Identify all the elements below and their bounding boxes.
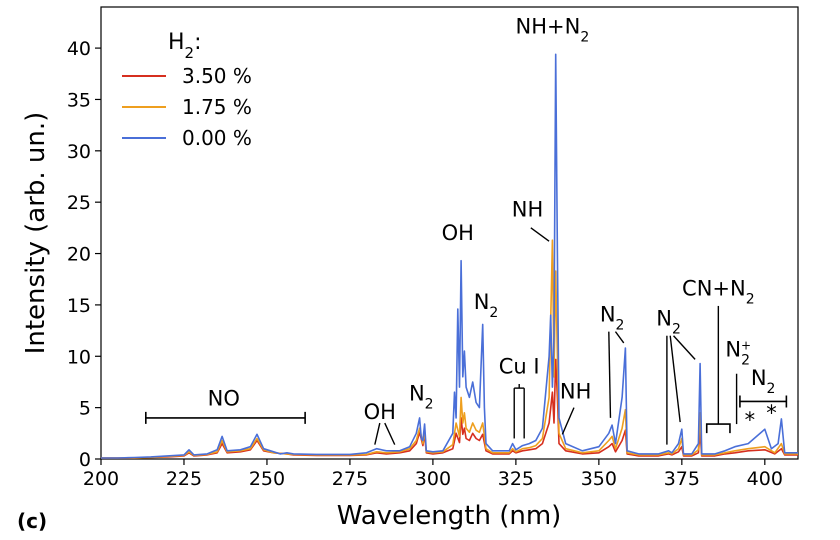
pointer-nh-340-line bbox=[561, 407, 575, 435]
annotation-nh-331: NH bbox=[512, 198, 544, 222]
x-tick-label-350: 350 bbox=[581, 468, 617, 490]
pointer-n2-354-line-a bbox=[608, 331, 612, 418]
series-line-1-75 bbox=[101, 239, 798, 459]
y-tick-label-25: 25 bbox=[67, 192, 91, 214]
pointer-n2-372-line-b bbox=[669, 335, 681, 423]
annotation-n2-400: N2 bbox=[751, 366, 776, 397]
annotation-star-2: * bbox=[766, 401, 777, 425]
annotation-oh-308: OH bbox=[442, 221, 474, 245]
x-axis-label: Wavelength (nm) bbox=[337, 501, 562, 531]
y-tick-label-5: 5 bbox=[79, 398, 91, 420]
y-tick-label-20: 20 bbox=[67, 244, 91, 266]
legend-title: H2: bbox=[168, 30, 202, 62]
x-axis-ticks: 200 225 250 275 300 325 350 375 400 bbox=[83, 459, 783, 490]
y-tick-label-0: 0 bbox=[79, 449, 91, 471]
annotation-oh-285: OH bbox=[364, 400, 396, 424]
bracket-cn-range bbox=[705, 423, 731, 434]
annotation-n2-316: N2 bbox=[474, 290, 499, 321]
bracket-n2-400-range bbox=[739, 395, 788, 408]
y-tick-label-30: 30 bbox=[67, 141, 91, 163]
x-tick-label-375: 375 bbox=[664, 468, 700, 490]
annotation-cn-n2: CN+N2 bbox=[682, 277, 755, 308]
pointer-n2-354-line-b bbox=[614, 331, 625, 344]
annotation-nh-340: NH bbox=[560, 379, 592, 403]
x-tick-label-225: 225 bbox=[166, 468, 202, 490]
x-tick-label-325: 325 bbox=[498, 468, 534, 490]
y-tick-label-35: 35 bbox=[67, 89, 91, 111]
annotation-no: NO bbox=[208, 387, 240, 411]
x-tick-label-300: 300 bbox=[415, 468, 451, 490]
annotation-star-1: * bbox=[745, 408, 756, 432]
annotation-nh-n2: NH+N2 bbox=[516, 15, 590, 46]
pointer-n2-372-line-c bbox=[673, 335, 696, 360]
x-tick-label-200: 200 bbox=[83, 468, 119, 490]
axes-frame bbox=[100, 6, 799, 460]
bracket-no-range bbox=[145, 411, 306, 424]
pointer-oh-285-line-b bbox=[384, 422, 396, 445]
annotation-n2-297: N2 bbox=[409, 381, 434, 412]
x-tick-label-275: 275 bbox=[332, 468, 368, 490]
legend-label-1-75: 1.75 % bbox=[182, 95, 252, 119]
legend-label-3-50: 3.50 % bbox=[182, 64, 252, 88]
pointer-nh-331-line bbox=[530, 227, 550, 242]
y-tick-label-15: 15 bbox=[67, 295, 91, 317]
annotation-lines bbox=[145, 227, 788, 445]
legend-label-0-00: 0.00 % bbox=[182, 126, 252, 150]
annotation-cu: Cu I bbox=[499, 355, 540, 379]
annotation-n2-354: N2 bbox=[600, 302, 625, 333]
x-tick-label-250: 250 bbox=[249, 468, 285, 490]
annotation-n2-plus: N2+ bbox=[725, 337, 751, 368]
series-line-3-50 bbox=[101, 358, 798, 459]
legend: H2: 3.50 % 1.75 % 0.00 % bbox=[122, 30, 252, 150]
pointer-oh-285-line-a bbox=[374, 422, 381, 445]
series-layer bbox=[101, 53, 798, 459]
panel-label: (c) bbox=[17, 509, 47, 533]
x-tick-label-400: 400 bbox=[747, 468, 783, 490]
y-axis-ticks: 0 5 10 15 20 25 30 35 40 bbox=[67, 38, 101, 471]
y-tick-label-40: 40 bbox=[67, 38, 91, 60]
series-line-0-00 bbox=[101, 53, 798, 459]
y-axis-label: Intensity (arb. un.) bbox=[21, 112, 51, 355]
y-tick-label-10: 10 bbox=[67, 346, 91, 368]
annotation-n2-372: N2 bbox=[656, 306, 681, 337]
legend-entries: 3.50 % 1.75 % 0.00 % bbox=[122, 64, 252, 150]
